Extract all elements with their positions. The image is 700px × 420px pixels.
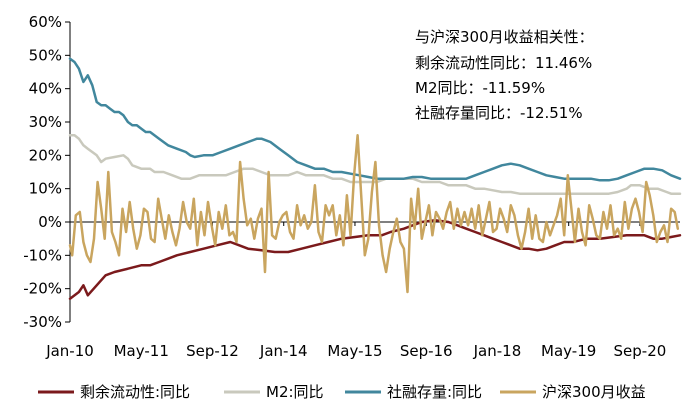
series-line-3 [68,57,682,182]
annotation-line-2: 剩余流动性同比：11.46% [415,54,592,72]
legend: 剩余流动性:同比 M2:同比 社融存量:同比 沪深300月收益 [38,383,646,401]
annotation-line-3: M2同比：-11.59% [415,79,545,97]
legend-label-2: M2:同比 [266,383,324,401]
series-line-2 [68,134,682,195]
y-tick-label: 20% [29,146,62,164]
x-tick-label: Sep-16 [400,342,453,360]
y-tick-label: 30% [29,113,62,131]
x-tick-label: Jan-14 [259,342,308,360]
y-tick-label: 50% [29,46,62,64]
correlation-annotation: 与沪深300月收益相关性： 剩余流动性同比：11.46% M2同比：-11.59… [415,28,594,122]
x-tick-label: May-15 [327,342,382,360]
y-tick-label: -30% [23,313,62,331]
x-tick-label: May-11 [114,342,169,360]
legend-label-4: 沪深300月收益 [542,383,646,401]
series-line-1 [68,219,682,300]
y-tick-label: -10% [23,246,62,264]
x-tick-label: Jan-18 [473,342,522,360]
series-layer [68,57,682,300]
annotation-line-4: 社融存量同比：-12.51% [415,104,583,122]
series-line-4 [68,134,680,294]
legend-label-1: 剩余流动性:同比 [80,383,190,401]
x-tick-label: Jan-10 [45,342,94,360]
y-tick-label: 0% [38,213,62,231]
y-tick-label: 40% [29,80,62,98]
legend-label-3: 社融存量:同比 [387,383,482,401]
x-axis: Jan-10 May-11 Sep-12 Jan-14 May-15 Sep-16 Jan-… [45,221,680,360]
x-tick-label: May-19 [541,342,596,360]
y-tick-label: 60% [29,13,62,31]
y-tick-label: 10% [29,180,62,198]
y-axis: 60% 50% 40% 30% 20% 10% 0% -10% -20% -30% [23,13,71,331]
x-tick-label: Sep-12 [186,342,239,360]
annotation-line-1: 与沪深300月收益相关性： [415,28,594,46]
y-tick-label: -20% [23,280,62,298]
x-tick-label: Sep-20 [614,342,667,360]
